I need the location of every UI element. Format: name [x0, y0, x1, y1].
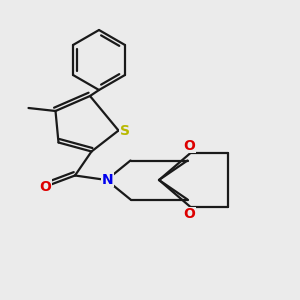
Text: O: O — [183, 208, 195, 221]
Text: N: N — [102, 173, 113, 187]
Text: S: S — [120, 124, 130, 137]
Text: O: O — [183, 139, 195, 152]
Text: O: O — [40, 180, 52, 194]
